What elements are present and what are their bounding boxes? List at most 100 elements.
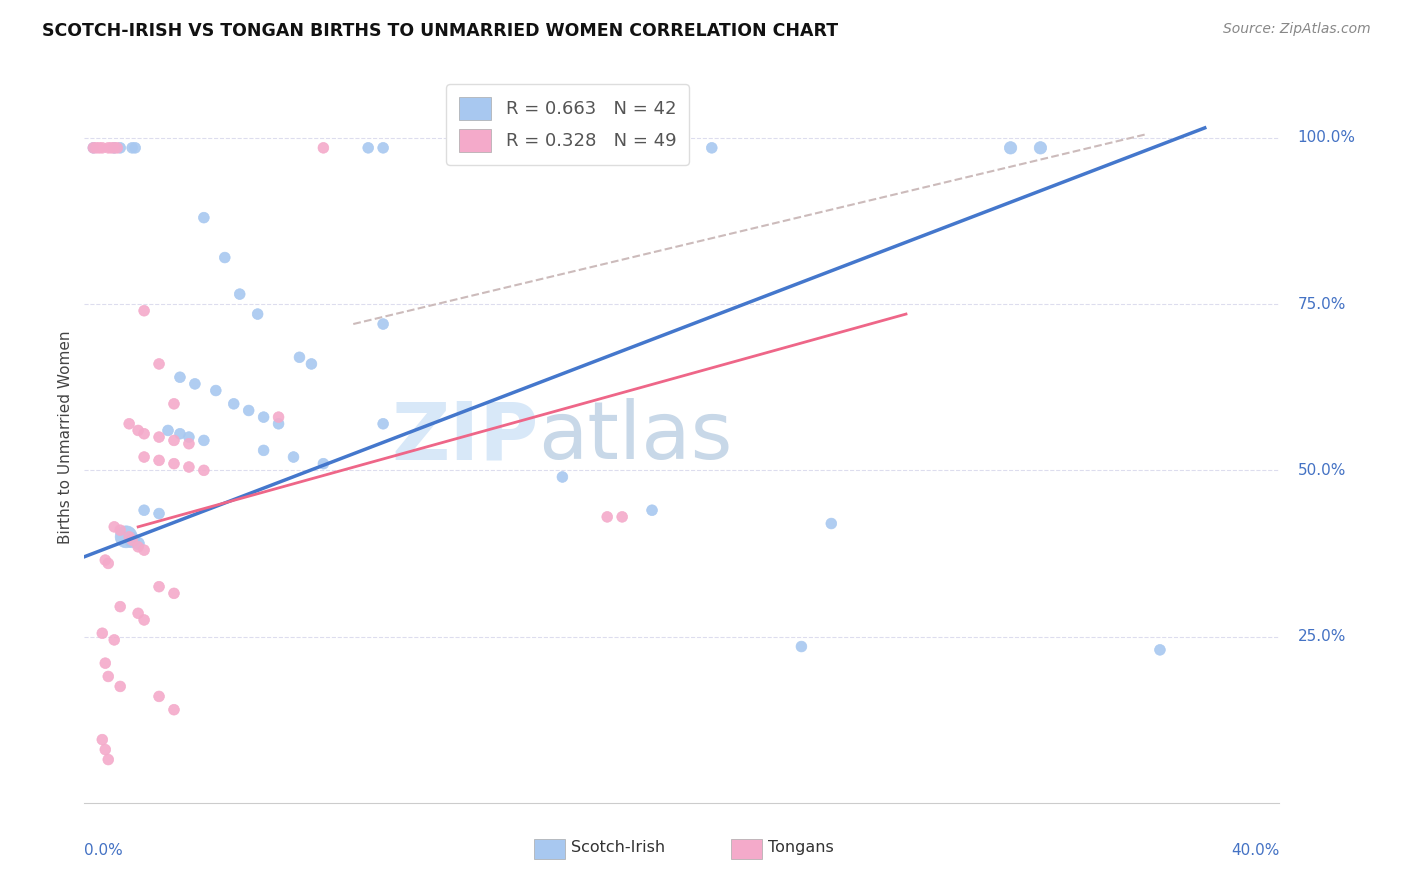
Text: 40.0%: 40.0% — [1232, 843, 1279, 858]
Point — [127, 540, 149, 554]
Point — [82, 141, 104, 155]
Point — [193, 211, 215, 225]
Text: SCOTCH-IRISH VS TONGAN BIRTHS TO UNMARRIED WOMEN CORRELATION CHART: SCOTCH-IRISH VS TONGAN BIRTHS TO UNMARRI… — [42, 22, 838, 40]
Point — [110, 141, 132, 155]
Point — [91, 732, 114, 747]
Point — [228, 287, 252, 301]
Point — [163, 703, 186, 717]
Point — [1149, 643, 1171, 657]
Point — [100, 141, 122, 155]
Point — [89, 141, 111, 155]
Point — [86, 141, 108, 155]
Point — [118, 417, 141, 431]
Point — [163, 397, 186, 411]
Point — [97, 557, 120, 571]
Point — [148, 580, 170, 594]
Point — [94, 656, 117, 670]
Point — [373, 141, 395, 155]
Point — [163, 586, 186, 600]
Point — [103, 520, 125, 534]
Point — [132, 503, 156, 517]
Point — [163, 457, 186, 471]
Point — [94, 742, 117, 756]
Point — [124, 141, 146, 155]
Point — [97, 141, 120, 155]
Point — [105, 141, 128, 155]
Point — [312, 141, 335, 155]
Point — [110, 599, 132, 614]
Point — [148, 507, 170, 521]
Point — [148, 453, 170, 467]
Point — [103, 141, 125, 155]
Text: 25.0%: 25.0% — [1298, 629, 1346, 644]
Point — [148, 430, 170, 444]
Point — [118, 530, 141, 544]
Point — [177, 430, 200, 444]
Text: 0.0%: 0.0% — [84, 843, 124, 858]
Point — [132, 303, 156, 318]
Text: ZIP: ZIP — [391, 398, 538, 476]
Point — [103, 141, 125, 155]
Text: Source: ZipAtlas.com: Source: ZipAtlas.com — [1223, 22, 1371, 37]
Point — [238, 403, 260, 417]
Text: Tongans: Tongans — [768, 840, 834, 855]
Point — [115, 530, 138, 544]
Point — [177, 460, 200, 475]
Point — [551, 470, 574, 484]
Point — [193, 463, 215, 477]
Point — [596, 509, 619, 524]
Point — [121, 533, 143, 548]
Point — [288, 351, 311, 365]
Point — [132, 543, 156, 558]
Legend: R = 0.663   N = 42, R = 0.328   N = 49: R = 0.663 N = 42, R = 0.328 N = 49 — [446, 84, 689, 165]
Point — [132, 450, 156, 464]
Point — [127, 607, 149, 621]
Point — [193, 434, 215, 448]
Point — [132, 613, 156, 627]
Point — [1029, 141, 1052, 155]
Point — [132, 426, 156, 441]
Point — [97, 669, 120, 683]
Point — [121, 533, 143, 548]
Point — [222, 397, 245, 411]
Point — [205, 384, 228, 398]
Y-axis label: Births to Unmarried Women: Births to Unmarried Women — [58, 330, 73, 544]
Point — [357, 141, 380, 155]
Text: 50.0%: 50.0% — [1298, 463, 1346, 478]
Point — [301, 357, 323, 371]
Point — [820, 516, 842, 531]
Point — [184, 376, 207, 391]
Point — [253, 410, 276, 425]
Point — [148, 357, 170, 371]
Point — [373, 317, 395, 331]
Point — [121, 141, 143, 155]
Point — [283, 450, 305, 464]
Text: 100.0%: 100.0% — [1298, 130, 1355, 145]
Point — [169, 370, 191, 384]
Point — [91, 141, 114, 155]
Point — [94, 553, 117, 567]
Point — [110, 680, 132, 694]
Point — [267, 410, 290, 425]
Point — [127, 536, 149, 550]
Text: Scotch-Irish: Scotch-Irish — [571, 840, 665, 855]
Point — [246, 307, 269, 321]
Point — [127, 424, 149, 438]
Point — [82, 141, 104, 155]
Point — [1000, 141, 1022, 155]
Point — [110, 523, 132, 537]
Point — [91, 626, 114, 640]
Point — [612, 509, 634, 524]
Point — [312, 457, 335, 471]
Point — [790, 640, 813, 654]
Point — [148, 690, 170, 704]
Point — [253, 443, 276, 458]
Point — [169, 426, 191, 441]
Point — [163, 434, 186, 448]
Point — [103, 632, 125, 647]
Point — [214, 251, 236, 265]
Point — [267, 417, 290, 431]
Point — [157, 424, 180, 438]
Point — [177, 436, 200, 450]
Text: atlas: atlas — [538, 398, 733, 476]
